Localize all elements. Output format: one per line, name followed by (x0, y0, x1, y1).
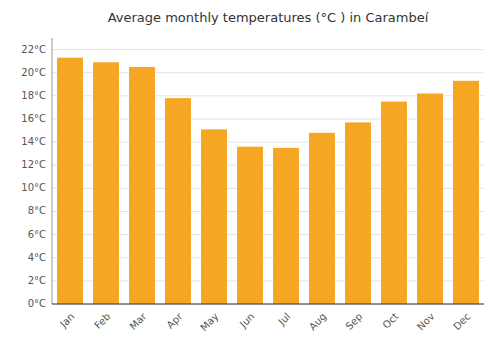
bar (417, 94, 443, 304)
grid (52, 50, 484, 304)
y-axis: 0°C 2°C 4°C 6°C 8°C 10°C 12°C 14°C 16°C 18°C 20°C 2… (21, 38, 52, 309)
y-tick-label: 12°C (21, 159, 46, 170)
x-tick-label: Jul (275, 311, 292, 328)
y-tick-label: 10°C (21, 182, 46, 193)
bar (453, 81, 479, 304)
bar (273, 148, 299, 304)
x-tick-label: Oct (380, 311, 400, 331)
bar (237, 147, 263, 304)
x-tick-label: Sep (343, 311, 364, 332)
grid-line (52, 49, 484, 50)
x-tick-label: Aug (307, 311, 329, 333)
bar (129, 67, 155, 304)
chart: 0°C 2°C 4°C 6°C 8°C 10°C 12°C 14°C 16°C 18°C 20°C 2… (0, 0, 500, 350)
bar (345, 122, 371, 304)
x-tick-label: Dec (451, 311, 472, 332)
bar (381, 102, 407, 304)
y-tick-label: 6°C (28, 229, 46, 240)
y-axis-line (52, 38, 53, 304)
y-tick-label: 2°C (28, 275, 46, 286)
y-tick-label: 0°C (28, 298, 46, 309)
title: Average monthly temperatures (°C ) in Ca… (108, 10, 429, 25)
x-tick-label: Apr (164, 310, 185, 331)
x-tick-label: Jun (237, 311, 257, 331)
y-tick-label: 18°C (21, 90, 46, 101)
grid-line (52, 304, 484, 305)
x-tick-label: Nov (415, 311, 437, 333)
x-tick-label: Feb (92, 311, 112, 331)
x-tick-label: Mar (127, 310, 149, 332)
x-tick-label: Jan (57, 311, 76, 330)
x-axis: Jan Feb Mar Apr May Jun Jul Aug Sep Oct Nov Dec (52, 304, 484, 333)
x-tick-label: May (198, 311, 220, 333)
y-tick-label: 8°C (28, 205, 46, 216)
y-tick-label: 16°C (21, 113, 46, 124)
bar (309, 133, 335, 304)
bar (93, 62, 119, 304)
y-tick-label: 20°C (21, 67, 46, 78)
background (0, 0, 500, 350)
y-tick-label: 14°C (21, 136, 46, 147)
bar (201, 129, 227, 304)
x-axis-line (52, 304, 484, 305)
bars (57, 58, 479, 304)
y-tick-label: 4°C (28, 252, 46, 263)
y-tick-label: 22°C (21, 44, 46, 55)
bar (57, 58, 83, 304)
bar (165, 98, 191, 304)
